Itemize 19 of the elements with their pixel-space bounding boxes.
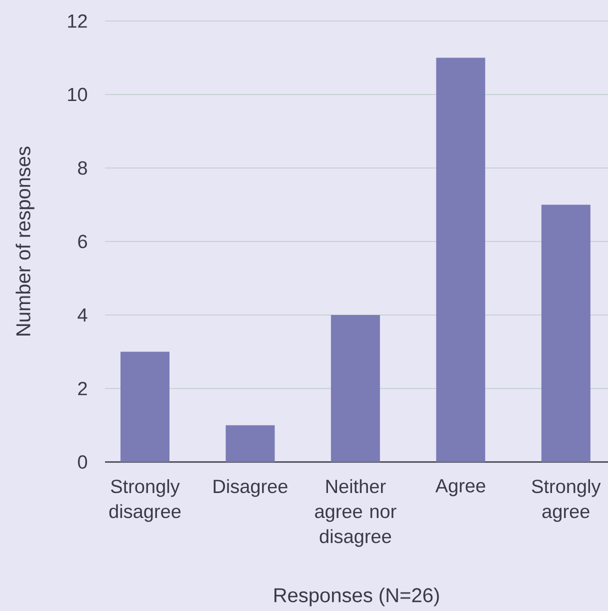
x-tick-label: Strongly agree (532, 479, 601, 522)
x-tick-label: Agree (435, 479, 486, 496)
x-tick-label: Disagree (214, 479, 288, 497)
y-tick-label: 6 (78, 234, 87, 248)
y-tick-label: 0 (78, 455, 88, 469)
y-tick-label: 8 (78, 161, 87, 175)
x-axis-title: Responses (N=26) (274, 588, 439, 606)
bar (330, 315, 380, 462)
y-tick-label: 10 (68, 88, 88, 102)
x-tick-label: Strongly disagree (109, 479, 181, 522)
y-axis-title: Number of responses (16, 146, 34, 336)
bar (436, 58, 486, 462)
x-tick-label: Neither agree nor disagree (315, 479, 396, 547)
bar (120, 352, 170, 462)
bar (226, 425, 275, 462)
y-tick-label: 2 (78, 382, 87, 396)
y-tick-label: 4 (78, 308, 88, 322)
bar (541, 204, 590, 462)
y-tick-label: 12 (68, 14, 87, 28)
